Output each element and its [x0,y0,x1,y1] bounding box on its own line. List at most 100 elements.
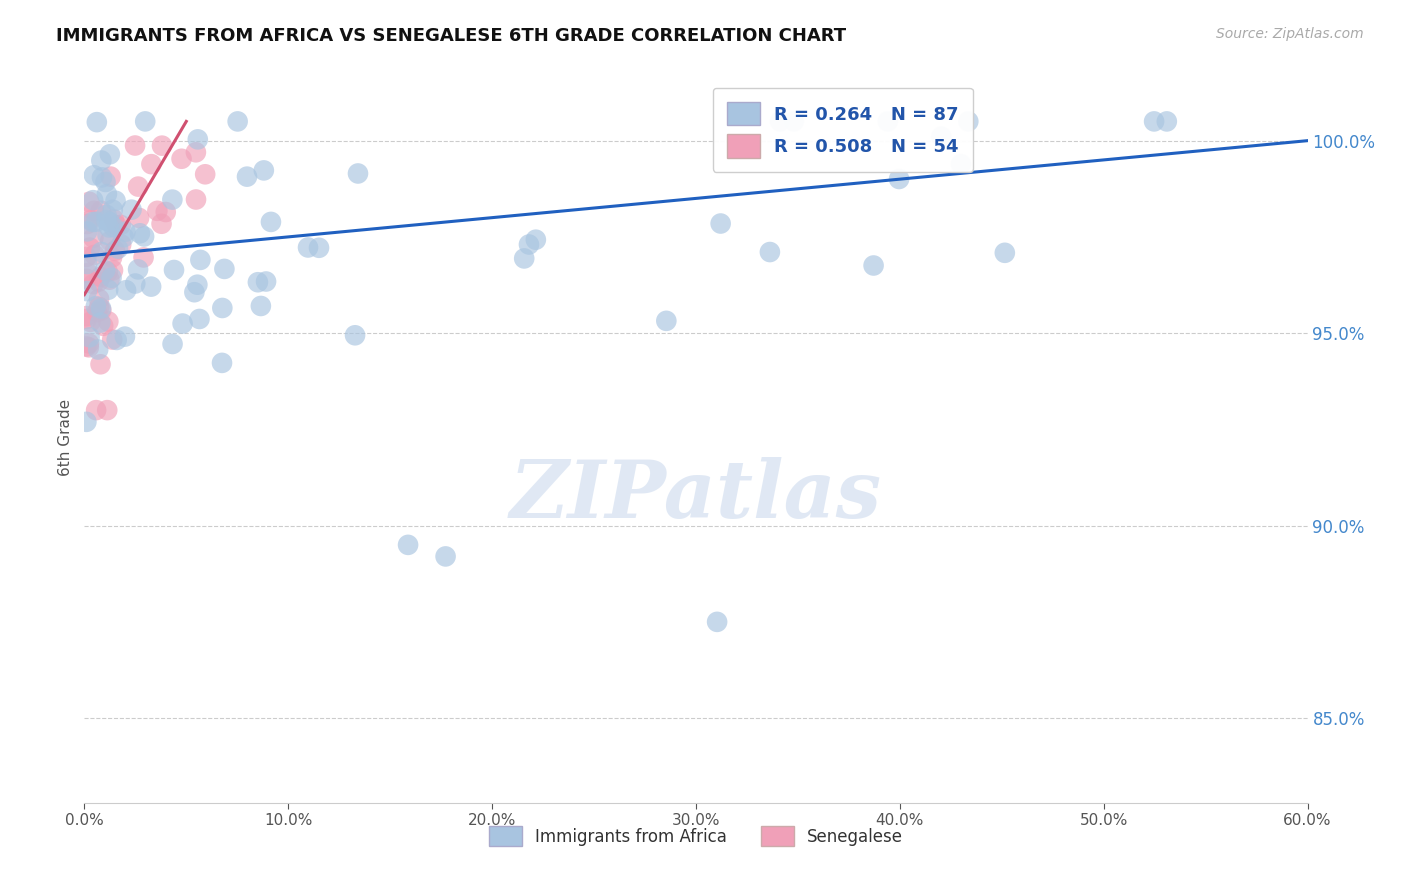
Point [98,234,121,248]
Point [82,277,104,291]
Point [76,311,98,326]
Point [706,615,728,629]
Point [188,312,211,326]
Point [98,220,121,235]
Point [769,114,792,128]
Point [77,340,100,354]
Point [96,227,118,242]
Point [96,403,118,417]
Point [134,114,156,128]
Point [83,248,105,262]
Point [112,230,135,244]
Point [104,244,127,258]
Point [132,251,155,265]
Point [76,224,98,238]
Point [83,168,105,182]
Point [100,169,122,184]
Point [129,227,152,241]
Point [124,277,146,291]
Point [75,309,97,323]
Point [84,403,107,417]
Point [150,138,173,153]
Point [163,263,186,277]
Point [103,212,125,227]
Point [994,245,1017,260]
Point [76,266,98,280]
Point [162,193,184,207]
Point [132,229,155,244]
Point [128,211,150,225]
Point [86,115,108,129]
Point [76,284,98,298]
Point [75,415,97,429]
Legend: Immigrants from Africa, Senegalese: Immigrants from Africa, Senegalese [482,820,910,853]
Point [184,193,207,207]
Point [97,314,120,328]
Point [91,318,114,333]
Point [94,175,117,189]
Point [150,217,173,231]
Point [100,270,122,285]
Point [86,305,108,319]
Point [84,299,107,313]
Point [75,339,97,353]
Point [110,237,132,252]
Point [105,333,128,347]
Point [170,152,193,166]
Point [76,217,98,231]
Point [184,145,207,160]
Point [98,273,121,287]
Point [101,263,124,277]
Point [190,252,212,267]
Point [98,147,121,161]
Point [107,242,129,256]
Point [84,215,107,229]
Point [104,194,127,208]
Point [121,202,143,217]
Point [101,251,124,265]
Point [253,163,276,178]
Point [949,157,972,171]
Point [254,275,277,289]
Point [82,231,104,245]
Point [89,300,111,314]
Point [783,114,806,128]
Point [246,275,269,289]
Point [83,203,105,218]
Point [98,215,121,229]
Point [89,316,111,330]
Point [79,241,101,255]
Point [1143,114,1166,128]
Point [862,259,884,273]
Point [97,265,120,279]
Point [186,277,208,292]
Point [77,194,100,209]
Point [103,220,125,235]
Point [90,153,112,168]
Point [114,329,136,343]
Point [155,205,177,219]
Point [77,336,100,351]
Point [97,283,120,297]
Point [91,170,114,185]
Point [79,330,101,344]
Point [114,225,136,239]
Point [183,285,205,300]
Point [876,114,898,128]
Text: ZIPatlas: ZIPatlas [510,457,882,534]
Point [79,213,101,227]
Point [710,217,733,231]
Point [524,233,547,247]
Point [957,114,980,128]
Point [1156,114,1178,128]
Point [105,219,128,233]
Point [194,167,217,181]
Point [82,193,104,207]
Point [101,202,124,217]
Point [90,303,112,318]
Point [96,208,118,222]
Text: IMMIGRANTS FROM AFRICA VS SENEGALESE 6TH GRADE CORRELATION CHART: IMMIGRANTS FROM AFRICA VS SENEGALESE 6TH… [56,27,846,45]
Point [87,343,110,357]
Point [396,538,419,552]
Point [96,187,118,202]
